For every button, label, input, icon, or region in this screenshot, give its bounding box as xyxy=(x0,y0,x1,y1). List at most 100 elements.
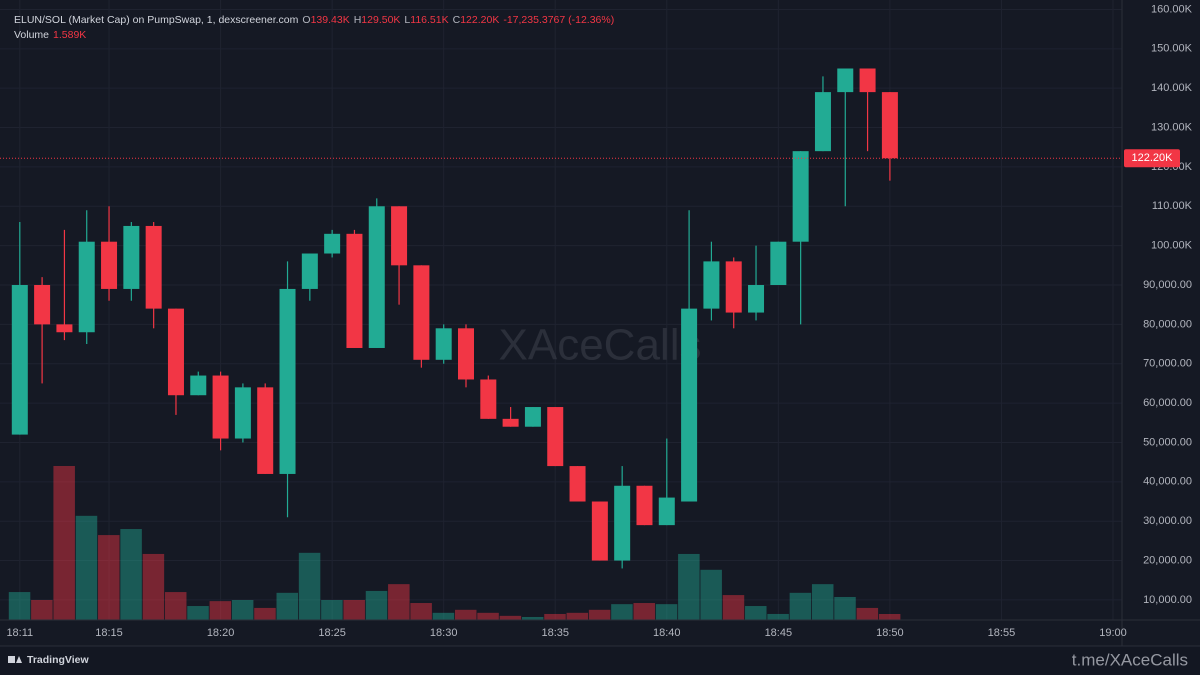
candle-body xyxy=(78,241,95,333)
candle-body xyxy=(167,308,184,396)
candle-body xyxy=(234,387,251,439)
x-tick-label: 19:00 xyxy=(1099,627,1127,639)
volume-bar xyxy=(8,592,31,620)
x-tick-label: 18:25 xyxy=(318,627,346,639)
watermark: XAceCalls xyxy=(499,321,702,370)
x-tick-label: 18:55 xyxy=(988,627,1016,639)
candle-body xyxy=(859,68,876,93)
volume-bar xyxy=(75,515,98,620)
y-tick-label: 140.00K xyxy=(1151,82,1193,94)
y-tick-label: 110.00K xyxy=(1152,200,1193,212)
candle-body xyxy=(502,418,519,427)
x-tick-label: 18:30 xyxy=(430,627,458,639)
y-tick-label: 100.00K xyxy=(1151,240,1193,252)
volume-bar xyxy=(544,613,566,620)
header: ELUN/SOL (Market Cap) on PumpSwap, 1, de… xyxy=(14,14,614,26)
candle-body xyxy=(569,466,586,502)
candle-body xyxy=(279,288,296,474)
volume-bar xyxy=(164,592,187,620)
volume-bar xyxy=(321,599,343,620)
volume-bar xyxy=(53,466,75,620)
volume-bar xyxy=(209,601,232,620)
volume-bar xyxy=(588,609,611,620)
candle-body xyxy=(435,328,452,360)
volume-bar xyxy=(388,584,410,620)
y-tick-label: 90,000.00 xyxy=(1143,279,1192,291)
footer-bar xyxy=(0,646,1200,675)
volume-bar xyxy=(521,616,544,620)
candle-body xyxy=(614,485,631,561)
y-tick-label: 150.00K xyxy=(1151,43,1193,55)
candle-body xyxy=(881,92,898,159)
volume-bar xyxy=(678,553,700,620)
change: -17,235.3767 (-12.36%) xyxy=(503,14,614,26)
volume-header: Volume 1.589K xyxy=(14,29,86,41)
candle-body xyxy=(703,261,720,309)
y-tick-label: 40,000.00 xyxy=(1143,476,1192,488)
volume-layer xyxy=(8,466,901,620)
volume-bar xyxy=(432,612,455,620)
candle-body xyxy=(346,233,363,348)
volume-bar xyxy=(477,612,499,620)
volume-bar xyxy=(231,599,254,620)
volume-label: Volume xyxy=(14,29,49,41)
volume-bar xyxy=(31,599,53,620)
ohlc-key: O xyxy=(302,14,310,26)
volume-bar xyxy=(98,535,120,620)
volume-bar xyxy=(767,613,789,620)
x-tick-label: 18:45 xyxy=(765,627,793,639)
candle-body xyxy=(101,241,118,289)
candle-body xyxy=(792,151,809,242)
candle-body xyxy=(658,497,675,526)
candle-body xyxy=(11,285,28,435)
y-tick-label: 80,000.00 xyxy=(1143,318,1192,330)
volume-bar xyxy=(276,592,299,620)
y-tick-label: 50,000.00 xyxy=(1143,436,1192,448)
y-tick-label: 20,000.00 xyxy=(1143,554,1192,566)
ohlc-value: 116.51K xyxy=(410,14,448,26)
candle-body xyxy=(212,375,229,439)
candle-body xyxy=(368,206,385,348)
symbol: ELUN/SOL (Market Cap) on PumpSwap, 1, de… xyxy=(14,14,299,26)
volume-bar xyxy=(499,615,522,620)
volume-bar xyxy=(455,609,477,620)
candle-body xyxy=(547,407,564,467)
candle-body xyxy=(413,265,430,360)
candle-body xyxy=(190,375,207,396)
tv-logo xyxy=(8,656,22,663)
volume-bar xyxy=(254,607,276,620)
last-price-box xyxy=(1124,149,1180,168)
candle-body xyxy=(324,233,341,254)
ohlc-key: C xyxy=(453,14,461,26)
y-tick-label: 70,000.00 xyxy=(1143,358,1192,370)
candle-body xyxy=(524,407,541,427)
ohlc-value: 139.43K xyxy=(311,14,350,26)
candle-body xyxy=(591,501,608,561)
volume-bar xyxy=(633,603,655,620)
candle-body xyxy=(34,285,51,325)
volume-bar xyxy=(343,599,365,620)
volume-bar xyxy=(566,612,589,620)
last-price-label: 122.20K xyxy=(1132,152,1174,164)
grid xyxy=(0,0,1122,620)
candle-body xyxy=(837,68,854,93)
y-tick-label: 60,000.00 xyxy=(1143,397,1192,409)
volume-bar xyxy=(811,584,834,620)
x-tick-label: 18:40 xyxy=(653,627,681,639)
candle-body xyxy=(748,285,765,313)
x-tick-label: 18:11 xyxy=(6,627,33,639)
y-tick-label: 30,000.00 xyxy=(1143,515,1192,527)
candle-body xyxy=(123,225,140,289)
ohlc-value: 122.20K xyxy=(460,14,499,26)
ohlc-key: L xyxy=(404,14,410,26)
volume-bar xyxy=(745,606,767,620)
volume-bar xyxy=(834,596,856,620)
candle-body xyxy=(391,206,408,266)
candle-body xyxy=(770,241,787,286)
candle-body xyxy=(145,225,162,309)
ohlc-value: 129.50K xyxy=(361,14,400,26)
x-tick-label: 18:35 xyxy=(541,627,569,639)
x-tick-label: 18:50 xyxy=(876,627,904,639)
